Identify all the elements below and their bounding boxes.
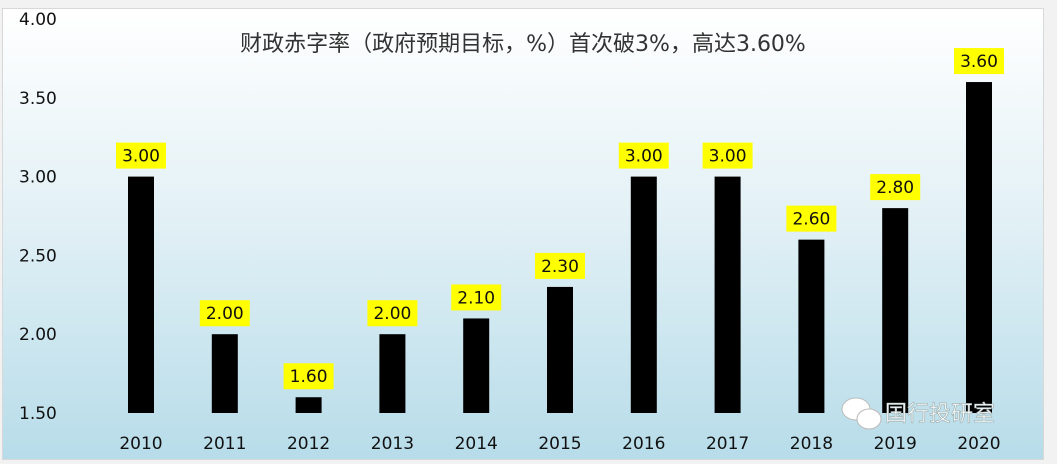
data-label-bg <box>618 142 669 169</box>
bar-2020 <box>966 82 992 413</box>
data-label-bg <box>702 142 753 169</box>
x-tick-label: 2013 <box>371 434 414 454</box>
data-label: 3.00 <box>122 147 160 167</box>
watermark-text: 国行投研室 <box>885 402 995 427</box>
data-label-bg <box>786 205 837 232</box>
data-label: 2.00 <box>206 304 244 324</box>
y-tick-label: 1.50 <box>19 404 57 424</box>
x-tick-label: 2015 <box>538 434 581 454</box>
bar-2017 <box>714 176 741 413</box>
data-label-bg <box>116 142 166 169</box>
wechat-icon <box>841 397 882 430</box>
x-tick-label: 2019 <box>874 434 917 454</box>
bar-2015 <box>547 286 573 413</box>
data-label-bg <box>535 252 585 279</box>
bar-2019 <box>882 208 909 413</box>
data-label-bg <box>367 300 418 327</box>
chart-canvas: 财政赤字率（政府预期目标，%）首次破3%，高达3.60% 1.50 2.00 2.5… <box>19 10 1004 454</box>
data-label: 3.00 <box>709 147 747 167</box>
data-label-bg <box>451 284 502 311</box>
data-label-bg <box>283 363 334 390</box>
data-label: 2.10 <box>457 288 495 308</box>
y-tick-label: 4.00 <box>19 10 57 30</box>
data-label: 2.60 <box>792 210 830 230</box>
y-tick-label: 2.00 <box>19 325 57 345</box>
x-tick-label: 2010 <box>119 434 162 454</box>
x-tick-label: 2016 <box>622 434 665 454</box>
x-tick-label: 2012 <box>287 434 330 454</box>
watermark: 国行投研室 <box>841 397 995 430</box>
x-tick-label: 2018 <box>790 434 833 454</box>
data-label: 3.60 <box>960 52 998 72</box>
y-tick-label: 2.50 <box>19 246 57 266</box>
bar-chart: 财政赤字率（政府预期目标，%）首次破3%，高达3.60% 1.50 2.00 2.5… <box>2 8 1044 460</box>
data-label: 2.00 <box>373 304 411 324</box>
bar-2012 <box>295 397 322 413</box>
data-label: 2.30 <box>541 257 579 277</box>
data-label: 2.80 <box>876 178 914 198</box>
bar-2011 <box>211 334 238 413</box>
bar-2014 <box>463 318 490 413</box>
bar-2018 <box>798 239 825 413</box>
data-label-bg <box>199 300 250 327</box>
x-tick-label: 2011 <box>203 434 246 454</box>
bar-2016 <box>630 176 657 413</box>
x-tick-label: 2020 <box>957 434 1000 454</box>
y-tick-label: 3.00 <box>19 168 57 188</box>
data-label-bg <box>870 174 921 201</box>
bar-2010 <box>128 176 154 413</box>
chart-title: 财政赤字率（政府预期目标，%）首次破3%，高达3.60% <box>240 32 806 57</box>
x-tick-label: 2014 <box>455 434 498 454</box>
data-label-bg <box>954 48 1004 75</box>
y-tick-label: 3.50 <box>19 89 57 109</box>
bar-2013 <box>379 334 406 413</box>
data-label: 3.00 <box>625 147 663 167</box>
x-tick-label: 2017 <box>706 434 749 454</box>
data-label: 1.60 <box>290 367 328 387</box>
